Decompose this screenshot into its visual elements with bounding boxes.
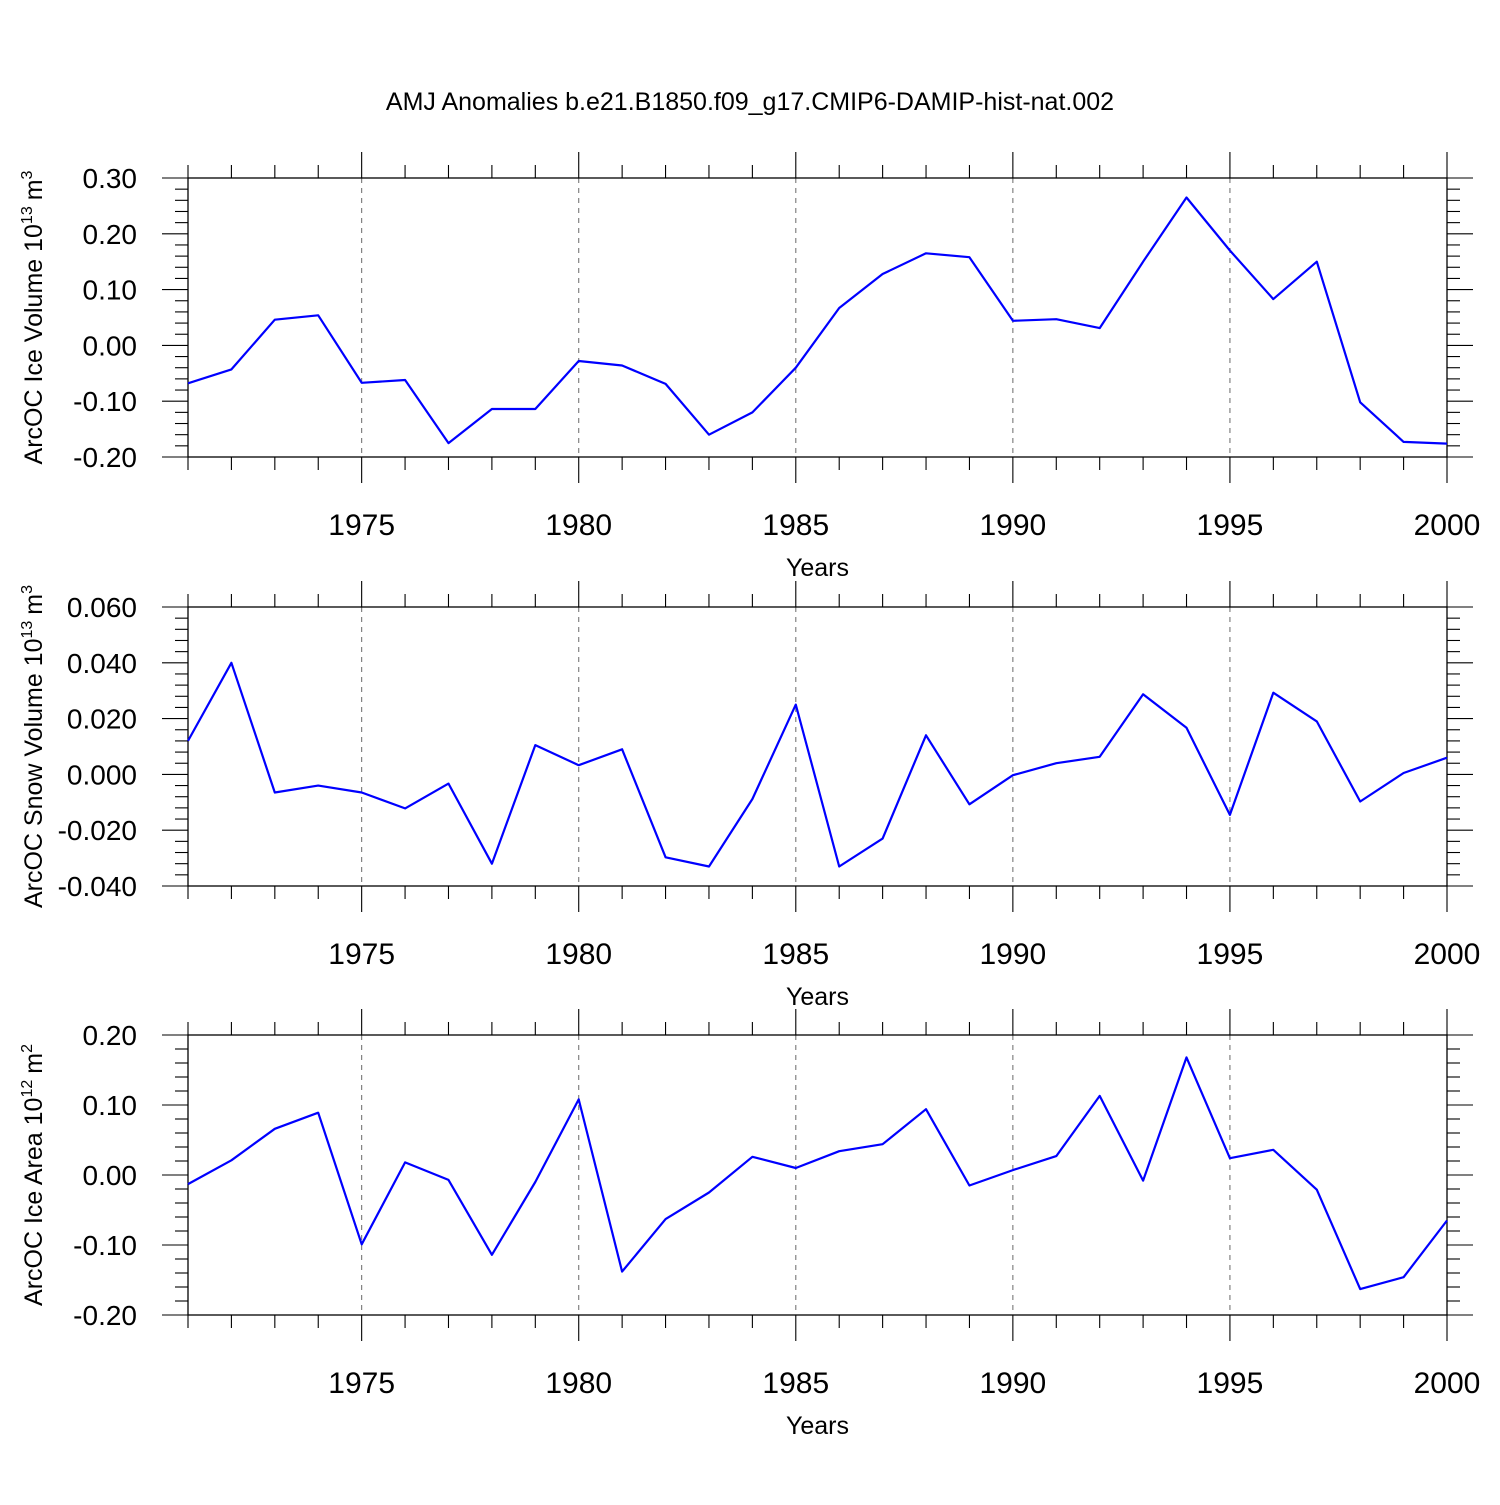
y-axis-label-exponent: 13 bbox=[19, 621, 36, 639]
x-tick-label: 1990 bbox=[979, 938, 1046, 971]
plot-frame bbox=[187, 177, 1448, 458]
y-axis-label-text: ArcOC Ice Volume 10 bbox=[20, 224, 48, 464]
y-tick-label: -0.10 bbox=[73, 1230, 137, 1261]
y-tick-label: -0.020 bbox=[58, 815, 137, 846]
plot-frame bbox=[187, 606, 1448, 887]
panel-3: -0.20 -0.10 0.00 0.10 0.20 1975 1980 1985 1990 19… bbox=[19, 1009, 1480, 1440]
y-tick-label: -0.20 bbox=[73, 442, 137, 473]
x-tick-label: 1975 bbox=[328, 938, 395, 971]
panel-1: -0.20 -0.10 0.00 0.10 0.20 0.30 1975 1980 1985 19… bbox=[19, 152, 1480, 582]
y-tick-label: 0.00 bbox=[83, 1160, 138, 1191]
y-axis-label-exponent: 13 bbox=[19, 206, 36, 224]
y-axis-label-unit: m bbox=[20, 594, 48, 615]
y-tick-label: 0.10 bbox=[83, 275, 138, 306]
y-tick-label: 0.20 bbox=[83, 219, 138, 250]
series-line bbox=[187, 196, 1448, 445]
series-line bbox=[187, 1056, 1448, 1291]
x-tick-label: 1995 bbox=[1197, 509, 1264, 542]
y-tick-label: 0.20 bbox=[83, 1020, 138, 1051]
x-tick-label: 1985 bbox=[762, 509, 829, 542]
y-tick-label: 0.060 bbox=[67, 592, 137, 623]
y-tick-label: 0.10 bbox=[83, 1090, 138, 1121]
y-axis-label-exponent: 12 bbox=[19, 1080, 36, 1098]
x-tick-label: 2000 bbox=[1414, 938, 1481, 971]
y-tick-label: 0.020 bbox=[67, 704, 137, 735]
y-tick-label: -0.10 bbox=[73, 386, 137, 417]
y-axis-label-unit-exponent: 3 bbox=[19, 585, 36, 594]
y-axis-label: ArcOC Ice Area 1012 m2 bbox=[19, 1044, 48, 1306]
y-axis-label-unit-exponent: 2 bbox=[19, 1044, 36, 1053]
y-tick-label: 0.000 bbox=[67, 759, 137, 790]
x-tick-label: 1980 bbox=[545, 1367, 612, 1400]
y-axis-label-unit: m bbox=[20, 179, 48, 200]
x-tick-label: 1975 bbox=[328, 1367, 395, 1400]
series-line bbox=[187, 661, 1448, 868]
x-axis-label: Years bbox=[786, 983, 849, 1011]
x-tick-label: 2000 bbox=[1414, 1367, 1481, 1400]
y-tick-label: 0.30 bbox=[83, 163, 138, 194]
y-axis-label-text: ArcOC Ice Area 10 bbox=[20, 1098, 48, 1306]
panel-2: -0.040 -0.020 0.000 0.020 0.040 0.060 1975 1980… bbox=[19, 581, 1480, 1011]
y-axis-label: ArcOC Snow Volume 1013 m3 bbox=[19, 585, 48, 908]
y-tick-label: -0.040 bbox=[58, 871, 137, 902]
x-axis-label: Years bbox=[786, 554, 849, 582]
x-tick-label: 1975 bbox=[328, 509, 395, 542]
y-tick-label: 0.040 bbox=[67, 648, 137, 679]
x-tick-label: 1980 bbox=[545, 509, 612, 542]
x-tick-label: 1995 bbox=[1197, 1367, 1264, 1400]
y-axis-label: ArcOC Ice Volume 1013 m3 bbox=[19, 170, 48, 464]
x-tick-label: 1990 bbox=[979, 509, 1046, 542]
x-tick-label: 1995 bbox=[1197, 938, 1264, 971]
x-tick-label: 1980 bbox=[545, 938, 612, 971]
y-tick-label: -0.20 bbox=[73, 1300, 137, 1331]
y-axis-label-unit-exponent: 3 bbox=[19, 170, 36, 179]
x-axis-label: Years bbox=[786, 1412, 849, 1440]
plot-frame bbox=[187, 1034, 1448, 1316]
x-tick-label: 1985 bbox=[762, 1367, 829, 1400]
y-axis-label-text: ArcOC Snow Volume 10 bbox=[20, 638, 48, 908]
x-tick-label: 1990 bbox=[979, 1367, 1046, 1400]
y-axis-label-unit: m bbox=[20, 1053, 48, 1074]
x-tick-label: 1985 bbox=[762, 938, 829, 971]
y-tick-label: 0.00 bbox=[83, 330, 138, 361]
chart-title: AMJ Anomalies b.e21.B1850.f09_g17.CMIP6-… bbox=[386, 88, 1114, 116]
x-tick-label: 2000 bbox=[1414, 509, 1481, 542]
